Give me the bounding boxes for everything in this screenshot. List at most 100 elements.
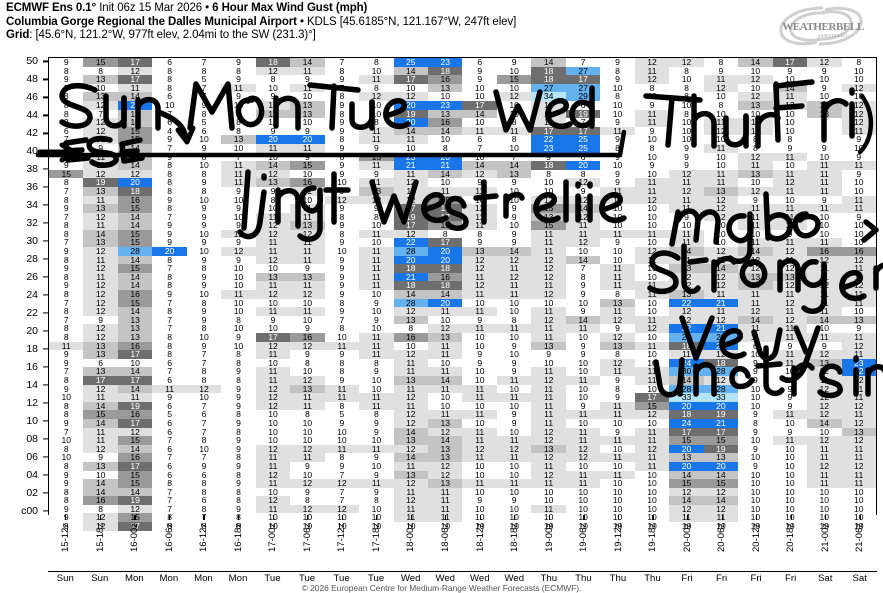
heatmap-cell: 9 xyxy=(221,58,256,67)
x-axis-day-label: Thu xyxy=(540,573,558,584)
heatmap-cell: 10 xyxy=(324,333,360,342)
x-axis-day-label: Tue xyxy=(368,573,385,584)
heatmap-cell: 10 xyxy=(600,479,635,488)
heatmap-cell: 8 xyxy=(324,324,360,333)
heatmap-cell: 11 xyxy=(324,393,360,402)
heatmap-cell: 6 xyxy=(152,470,187,480)
heatmap-cell: 17 xyxy=(83,376,118,385)
y-axis-tick-mark xyxy=(43,438,48,440)
y-axis-tick-label: 20 xyxy=(26,324,38,337)
heatmap-cell: 10 xyxy=(600,522,635,531)
heatmap-cell: 10 xyxy=(669,522,704,531)
heatmap-cell: 12 xyxy=(531,376,566,385)
heatmap-cell: 11 xyxy=(359,75,394,84)
heatmap-cell: 11 xyxy=(531,384,566,394)
x-axis-tick-mark xyxy=(687,515,689,520)
heatmap-cell: 16 xyxy=(841,247,876,256)
heatmap-cell: 12 xyxy=(290,290,325,299)
heatmap-cell: 11 xyxy=(634,230,670,239)
heatmap-cell: 13 xyxy=(738,170,773,179)
heatmap-cell: 13 xyxy=(841,427,876,437)
x-axis-tick-mark xyxy=(272,515,274,520)
heatmap-cell: 12 xyxy=(393,445,429,454)
heatmap-cell: 8 xyxy=(186,436,222,445)
heatmap-cell: 17 xyxy=(703,427,739,437)
heatmap-cell: 9 xyxy=(324,170,360,179)
heatmap-cell: 12 xyxy=(841,256,876,265)
heatmap-cell: 8 xyxy=(324,359,360,368)
heatmap-cell: 13 xyxy=(428,453,463,462)
heatmap-cell: 11 xyxy=(703,75,739,84)
heatmap-cell: 10 xyxy=(359,462,394,471)
heatmap-cell: 7 xyxy=(324,58,360,67)
x-axis-tick-mark xyxy=(376,515,378,520)
heatmap-cell: 10 xyxy=(255,488,291,497)
heatmap-cell: 10 xyxy=(600,513,635,523)
heatmap-cell: 19 xyxy=(703,410,739,419)
heatmap-cell: 10 xyxy=(531,178,566,187)
heatmap-cell: 10 xyxy=(359,101,394,110)
x-axis-day-label: Thu xyxy=(644,573,661,584)
heatmap-cell: 11 xyxy=(841,204,876,213)
heatmap-cell: 10 xyxy=(841,522,876,531)
heatmap-cell: 14 xyxy=(117,281,153,291)
heatmap-cell: 8 xyxy=(221,359,256,368)
x-axis-tick-label: 16-18z xyxy=(232,523,244,553)
chart-header: ECMWF Ens 0.1° Init 06z 15 Mar 2026 • 6 … xyxy=(6,2,806,43)
heatmap-cell: 12 xyxy=(462,445,497,454)
heatmap-cell: 10 xyxy=(359,221,394,230)
heatmap-cell: 10 xyxy=(669,75,704,84)
heatmap-cell: 10 xyxy=(221,324,256,333)
heatmap-cell: 10 xyxy=(496,299,532,308)
heatmap-cell: 17 xyxy=(462,101,497,110)
heatmap-cell: 8 xyxy=(324,402,360,411)
heatmap-cell: 10 xyxy=(634,479,670,488)
heatmap-cell: 9 xyxy=(600,135,635,144)
heatmap-cell: 12 xyxy=(393,393,429,402)
heatmap-cell: 14 xyxy=(738,58,773,67)
heatmap-cell: 10 xyxy=(462,299,497,308)
heatmap-cell: 8 xyxy=(83,66,118,76)
heatmap-cell: 9 xyxy=(290,127,325,136)
heatmap-cell: 11 xyxy=(738,238,773,248)
heatmap-cell: 10 xyxy=(600,247,635,256)
heatmap-cell: 11 xyxy=(393,367,429,376)
heatmap-cell: 13 xyxy=(841,316,876,325)
heatmap-cell: 15 xyxy=(703,479,739,488)
heatmap-cell: 14 xyxy=(565,316,601,325)
heatmap-cell: 9 xyxy=(186,341,222,351)
heatmap-cell: 13 xyxy=(600,299,635,308)
heatmap-cell: 9 xyxy=(324,419,360,428)
heatmap-cell: 7 xyxy=(565,264,601,273)
heatmap-cell: 9 xyxy=(49,247,84,256)
heatmap-cell: 10 xyxy=(738,393,773,402)
heatmap-cell: 9 xyxy=(255,187,291,196)
heatmap-cell: 11 xyxy=(807,178,842,187)
heatmap-cell: 10 xyxy=(359,522,394,531)
y-axis-tick-label: 32 xyxy=(26,217,38,230)
init-time: Init 06z 15 Mar 2026 • xyxy=(96,2,213,14)
heatmap-cell: 11 xyxy=(531,230,566,239)
heatmap-cell: 12 xyxy=(117,170,153,179)
heatmap-cell: 12 xyxy=(255,384,291,394)
heatmap-cell: 12 xyxy=(393,410,429,419)
heatmap-cell: 10 xyxy=(255,84,291,93)
heatmap-cell: 33 xyxy=(669,393,704,402)
heatmap-cell: 12 xyxy=(841,84,876,93)
heatmap-cell: 11 xyxy=(772,238,808,248)
heatmap-cell: 9 xyxy=(600,118,635,127)
heatmap-cell: 10 xyxy=(634,204,670,213)
heatmap-cell: 12 xyxy=(255,230,291,239)
heatmap-cell: 9 xyxy=(462,316,497,325)
heatmap-cell: 28 xyxy=(703,384,739,394)
heatmap-cell: 9 xyxy=(496,238,532,248)
heatmap-cell: 10 xyxy=(738,230,773,239)
heatmap-cell: 12 xyxy=(255,393,291,402)
heatmap-cell: 11 xyxy=(531,238,566,248)
heatmap-cell: 9 xyxy=(186,281,222,291)
heatmap-cell: 10 xyxy=(807,213,842,222)
heatmap-cell: 12 xyxy=(428,470,463,480)
heatmap-cell: 14 xyxy=(428,436,463,445)
heatmap-cell: 11 xyxy=(841,410,876,419)
heatmap-cell: 10 xyxy=(634,470,670,480)
